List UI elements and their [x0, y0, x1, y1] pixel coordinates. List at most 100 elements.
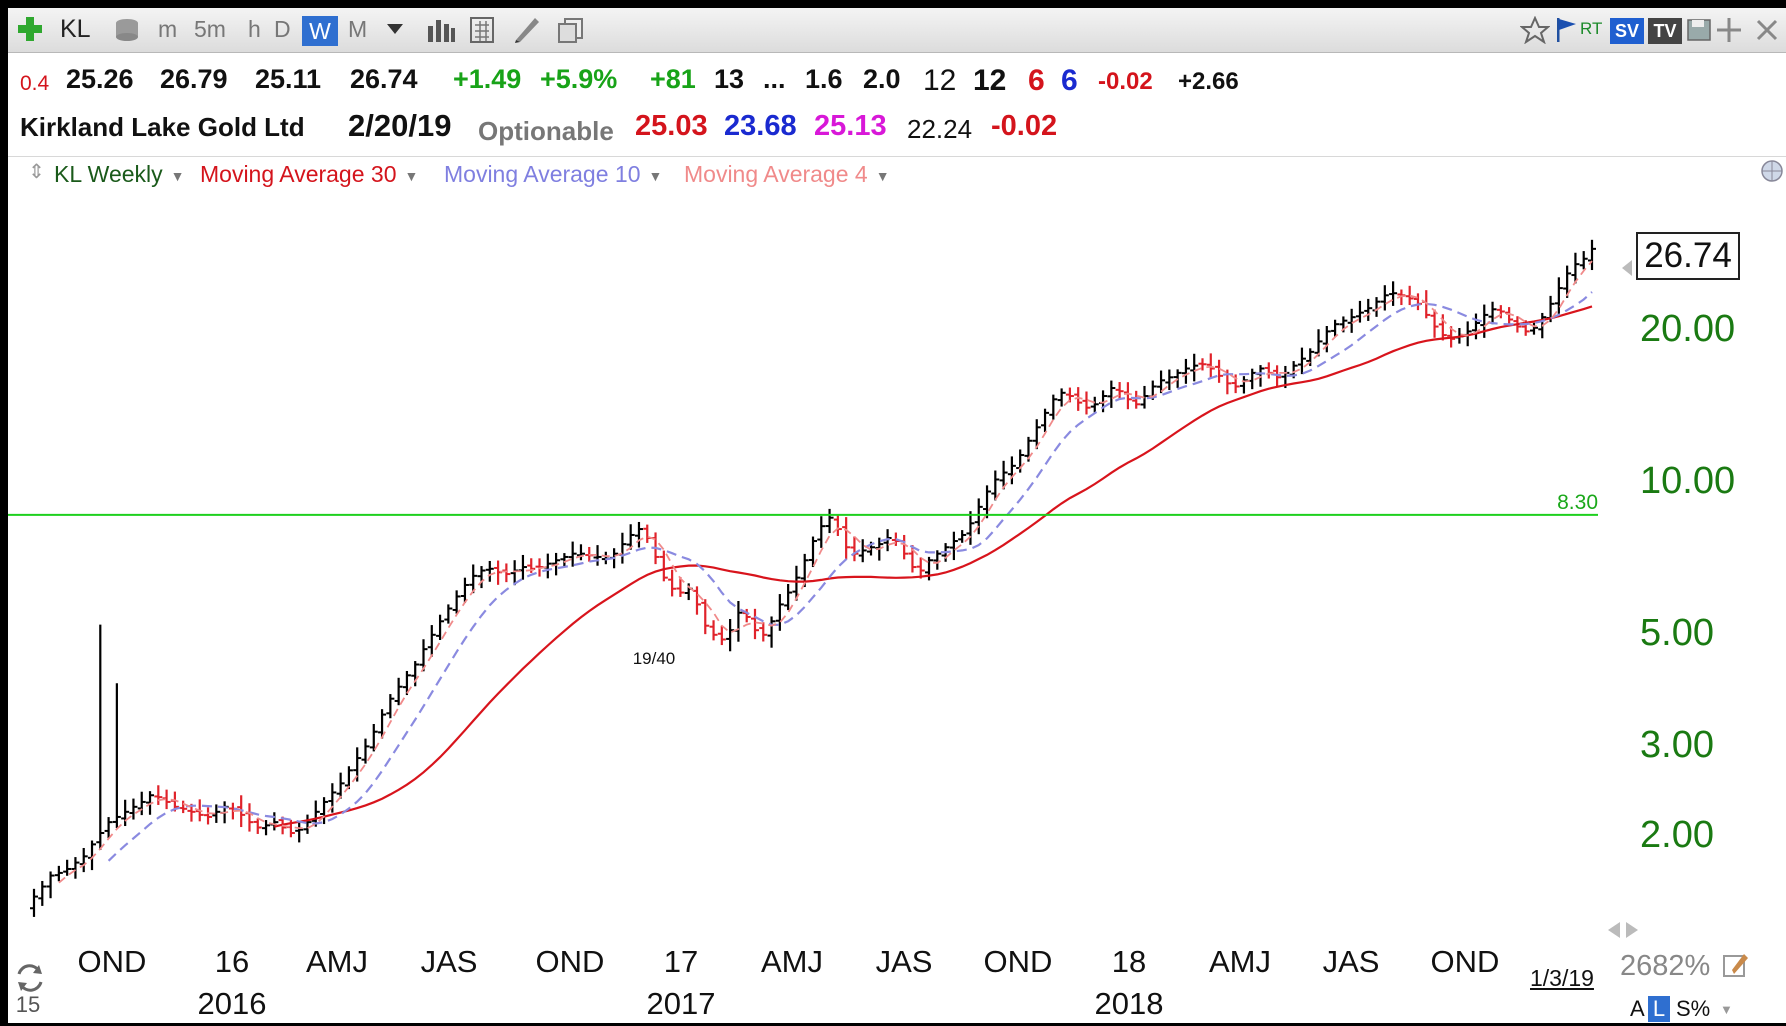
legend-ma10[interactable]: Moving Average 10 ▼	[444, 161, 662, 188]
edit-icon[interactable]	[1722, 950, 1750, 983]
copy-icon[interactable]	[556, 16, 586, 49]
calculator-icon[interactable]	[468, 16, 498, 49]
y-tick-label: 20.00	[1640, 308, 1736, 350]
price-bar	[30, 888, 38, 917]
chevron-down-icon[interactable]: ▼	[1720, 1002, 1733, 1017]
move-icon[interactable]	[1716, 16, 1742, 49]
price-bar	[212, 804, 221, 823]
globe-icon[interactable]	[1760, 159, 1784, 189]
price-bar	[1505, 307, 1514, 325]
price-bar	[933, 550, 942, 570]
price-bar	[394, 677, 403, 706]
close-price: 26.74	[350, 64, 418, 94]
x-year-label: 2017	[646, 986, 716, 1021]
symbol-label[interactable]: KL	[60, 15, 91, 43]
price-bar	[63, 859, 72, 876]
price-bar	[336, 772, 345, 799]
star-icon[interactable]	[1519, 15, 1551, 49]
chevron-down-icon[interactable]: ▼	[648, 167, 663, 184]
database-icon[interactable]	[112, 16, 142, 49]
price-bar	[833, 514, 842, 537]
price-change: +1.49	[453, 64, 522, 94]
y-tick-label: 10.00	[1640, 460, 1736, 502]
legend-series[interactable]: KL Weekly ▼	[54, 161, 185, 188]
save-icon[interactable]	[1686, 16, 1712, 49]
price-bar	[121, 799, 130, 827]
period-daily[interactable]: D	[274, 16, 291, 42]
period-monthly[interactable]: M	[348, 16, 368, 42]
percent-scale-button[interactable]: S%	[1676, 996, 1711, 1021]
scroll-arrow-icon[interactable]	[1608, 922, 1620, 938]
period-minute[interactable]: m	[158, 16, 178, 42]
tv-button[interactable]: TV	[1648, 18, 1682, 44]
price-chart[interactable]: 8.30 19/40	[8, 8, 1786, 1023]
refresh-icon[interactable]	[14, 962, 46, 999]
price-bar	[734, 600, 743, 642]
value-6-red: 6	[1028, 64, 1045, 97]
price-bar	[270, 812, 279, 831]
realtime-label[interactable]: RT	[1580, 19, 1603, 38]
price-bar	[1380, 285, 1389, 311]
period-weekly[interactable]: W	[302, 16, 338, 46]
sv-button[interactable]: SV	[1610, 18, 1644, 44]
price-bar	[71, 857, 80, 879]
series-updown-icon[interactable]: ⇕	[28, 161, 45, 183]
price-bar	[112, 683, 121, 828]
auto-scale-button[interactable]: A	[1630, 996, 1645, 1021]
price-bar	[502, 563, 511, 583]
bar-chart-icon[interactable]	[426, 16, 456, 49]
high-price: 26.79	[160, 64, 228, 94]
flag-icon[interactable]	[1554, 16, 1578, 49]
rating-value: +81	[650, 64, 696, 94]
add-symbol-icon[interactable]	[16, 15, 44, 48]
price-bar	[46, 871, 55, 899]
price-bar	[999, 460, 1008, 490]
price-bar	[295, 822, 304, 843]
price-bar	[858, 539, 867, 563]
price-bar	[784, 583, 793, 611]
price-bar	[1563, 265, 1572, 298]
price-bar	[1471, 313, 1480, 340]
chevron-down-icon[interactable]	[386, 22, 404, 41]
price-bar	[775, 594, 784, 631]
chevron-down-icon[interactable]: ▼	[875, 167, 890, 184]
value-magenta: 25.13	[814, 110, 887, 142]
pencil-icon[interactable]	[512, 16, 542, 49]
close-icon[interactable]	[1754, 16, 1780, 49]
price-bar	[485, 560, 494, 582]
price-bar	[726, 619, 735, 652]
price-bar	[477, 566, 486, 589]
price-bar	[320, 797, 329, 825]
price-bar	[452, 590, 461, 614]
price-bar	[129, 798, 138, 820]
price-bar	[825, 508, 834, 534]
price-bar	[469, 564, 478, 594]
x-tick-label: 18	[1111, 944, 1147, 979]
price-bar	[79, 847, 88, 873]
y-tick-label: 2.00	[1640, 814, 1714, 856]
chevron-down-icon[interactable]: ▼	[170, 167, 185, 184]
price-bar	[369, 723, 378, 752]
legend-ma4[interactable]: Moving Average 4 ▼	[684, 161, 890, 188]
ma10-line	[107, 291, 1593, 862]
price-bar	[1190, 353, 1199, 382]
positive-value: +2.66	[1178, 68, 1239, 95]
price-bar	[436, 614, 445, 641]
chevron-down-icon[interactable]: ▼	[404, 167, 419, 184]
zoom-percent[interactable]: 2682%	[1620, 950, 1711, 982]
price-bar	[96, 624, 105, 850]
log-scale-button[interactable]: L	[1648, 996, 1670, 1022]
scroll-arrow-icon[interactable]	[1626, 922, 1638, 938]
price-bar	[1107, 380, 1116, 408]
price-bar	[179, 800, 188, 814]
price-bar	[386, 694, 395, 719]
period-5-minute[interactable]: 5m	[194, 16, 226, 42]
legend-ma30[interactable]: Moving Average 30 ▼	[200, 161, 418, 188]
price-bar	[1355, 300, 1364, 323]
period-hour[interactable]: h	[248, 16, 261, 42]
price-bar	[378, 709, 387, 739]
price-bar	[1331, 319, 1340, 337]
price-bar	[1273, 365, 1282, 388]
value-plain: 22.24	[907, 114, 973, 144]
company-name: Kirkland Lake Gold Ltd	[20, 112, 305, 142]
